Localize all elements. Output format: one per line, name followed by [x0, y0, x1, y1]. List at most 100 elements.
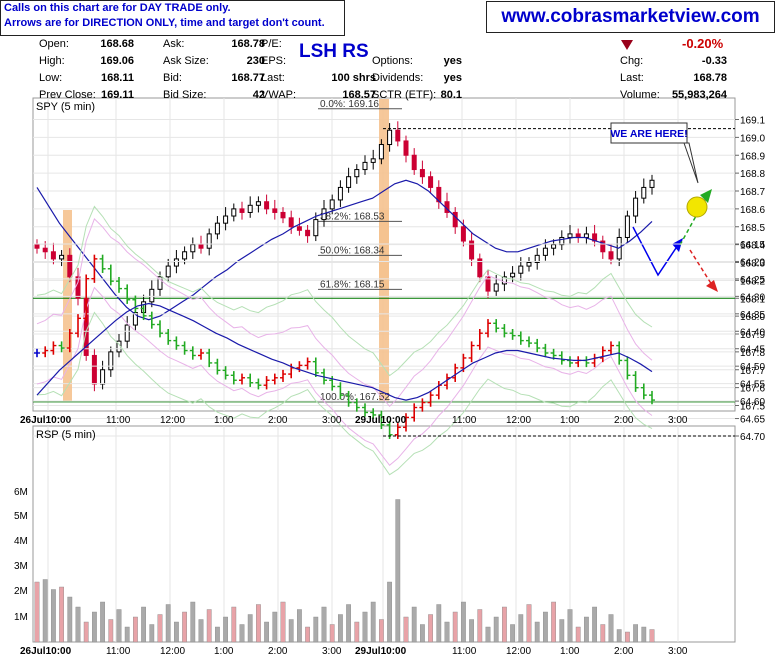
spy-fibonacci-labels: 0.0%: 169.16 38.2%: 168.53 50.0%: 168.34 61…	[318, 99, 402, 403]
rsp-volume-bar	[543, 611, 548, 643]
spy-candle	[182, 251, 188, 260]
rsp-volume-bar	[379, 619, 384, 643]
rsp-ytick-label: 64.30	[740, 292, 765, 303]
rsp-xtick-label: 1:00	[560, 646, 580, 657]
spy-ytick-label: 167.6	[740, 384, 765, 395]
spy-xtick-label: 29Jul10:00	[355, 415, 407, 426]
rsp-volume-bar	[625, 631, 630, 643]
spy-ytick-label: 168.3	[740, 259, 765, 270]
spy-highlight-bars	[63, 99, 389, 401]
rsp-volume-bar	[42, 579, 48, 643]
rsp-xtick-label: 29Jul10:00	[355, 646, 407, 657]
quote-label-0-3: Prev Close:	[39, 89, 96, 101]
spy-candle	[452, 211, 458, 228]
quote-value-0-0: 168.68	[100, 38, 134, 50]
rsp-envelopes	[36, 205, 653, 476]
spy-candle	[165, 265, 171, 278]
spy-candle	[526, 262, 532, 267]
rsp-ytick-label: 64.35	[740, 310, 765, 321]
rsp-volume-bar	[510, 624, 515, 643]
rsp-vtick-label: 5M	[14, 511, 28, 522]
rsp-volume-bar	[395, 499, 401, 643]
spy-title: SPY (5 min)	[36, 101, 95, 113]
spy-ytick-label: 168.8	[740, 169, 765, 180]
spy-candle	[67, 254, 73, 278]
spy-candle	[100, 369, 106, 385]
spy-highlight	[63, 210, 72, 401]
spy-candle	[403, 140, 409, 156]
spy-candle	[534, 254, 540, 264]
spy-candle	[469, 240, 475, 260]
rsp-volume-bar	[149, 624, 155, 643]
spy-highlight-top	[379, 99, 389, 289]
spy-candle	[124, 324, 130, 342]
position-ball	[686, 196, 708, 218]
quote-value-3-2: 80.1	[440, 89, 462, 101]
rsp-volume-bar	[34, 581, 40, 643]
rsp-volume-bar	[411, 606, 417, 643]
rsp-volume-bar	[182, 611, 187, 643]
spy-xtick-label: 26Jul10:00	[20, 415, 72, 426]
spy-candle	[247, 204, 253, 213]
blue-path-arrow	[632, 226, 679, 277]
rsp-y-ticks: 64.70 64.65 64.60 64.55 64.50 64.45 64.40 64.35…	[735, 240, 765, 443]
quote-label-1-0: Ask:	[163, 38, 185, 50]
spy-ytick-label: 168.5	[740, 223, 765, 234]
spy-candles	[34, 121, 655, 392]
spy-xtick-label: 3:00	[322, 415, 342, 426]
rsp-volume-bar	[641, 626, 647, 643]
quote-label-1-1: Ask Size:	[163, 55, 209, 67]
rsp-xtick-label: 11:00	[106, 646, 131, 657]
rsp-vtick-label: 1M	[14, 612, 28, 623]
quote-value-0-2: 168.11	[100, 72, 134, 84]
rsp-volume-bar	[51, 589, 56, 643]
spy-candle	[624, 215, 630, 238]
rsp-vtick-label: 4M	[14, 536, 28, 547]
rsp-volume-bar	[157, 614, 163, 643]
rsp-volume-bar	[190, 601, 196, 643]
spy-ytick-label: 169.0	[740, 133, 765, 144]
spy-xtick-label: 2:00	[268, 415, 288, 426]
rsp-volume-bar	[584, 616, 589, 643]
rsp-volume-bars	[34, 499, 655, 643]
spy-ytick-label: 167.5	[740, 402, 765, 413]
disclaimer-box: Calls on this chart are for DAY TRADE on…	[0, 0, 345, 36]
quote-value-1-0: 168.78	[231, 38, 265, 50]
rsp-volume-bar	[592, 606, 598, 643]
green-arrow-head	[700, 189, 712, 203]
website-link[interactable]: www.cobrasmarketview.com	[486, 1, 775, 33]
rsp-volume-bar	[534, 621, 540, 643]
rsp-ytick-label: 64.60	[740, 397, 765, 408]
spy-candle	[395, 129, 401, 142]
spy-candle	[411, 154, 417, 171]
rsp-volume-bar	[649, 629, 655, 643]
spy-ytick-label: 168.7	[740, 187, 765, 198]
rsp-envelope-upper-green	[36, 311, 653, 476]
rsp-xtick-label: 3:00	[668, 646, 688, 657]
rsp-volume-bar	[100, 601, 106, 643]
rsp-xtick-label: 11:00	[452, 646, 477, 657]
rsp-volume-bar	[116, 609, 122, 643]
spy-candle	[542, 247, 548, 256]
rsp-volume-bar	[575, 626, 581, 643]
spy-candle	[42, 247, 48, 253]
rsp-volume-bar	[420, 624, 425, 643]
rsp-envelope-lower-pink	[36, 218, 653, 408]
rsp-x-ticks: 26Jul10:00 11:00 12:00 1:00 2:00 3:00 29Jul10:…	[20, 646, 688, 657]
spy-candle	[264, 201, 270, 210]
quote-value-1-1: 230	[246, 55, 265, 67]
rsp-volume-bar	[387, 581, 392, 643]
fib-label: 61.8%: 168.15	[320, 279, 385, 290]
rsp-volume-bar	[370, 601, 376, 643]
rsp-ytick-label: 64.65	[740, 415, 765, 426]
rsp-volume-bar	[91, 611, 97, 643]
spy-ytick-label: 168.9	[740, 151, 765, 162]
quote-value-3-0: yes	[443, 55, 462, 67]
rsp-volume-bar	[346, 604, 351, 643]
rsp-volume-bar	[518, 614, 524, 643]
quote-value-1-3: 42	[252, 89, 265, 101]
rsp-volume-bar	[452, 611, 458, 643]
spy-candle	[641, 186, 647, 199]
rsp-ytick-label: 64.45	[740, 345, 765, 356]
